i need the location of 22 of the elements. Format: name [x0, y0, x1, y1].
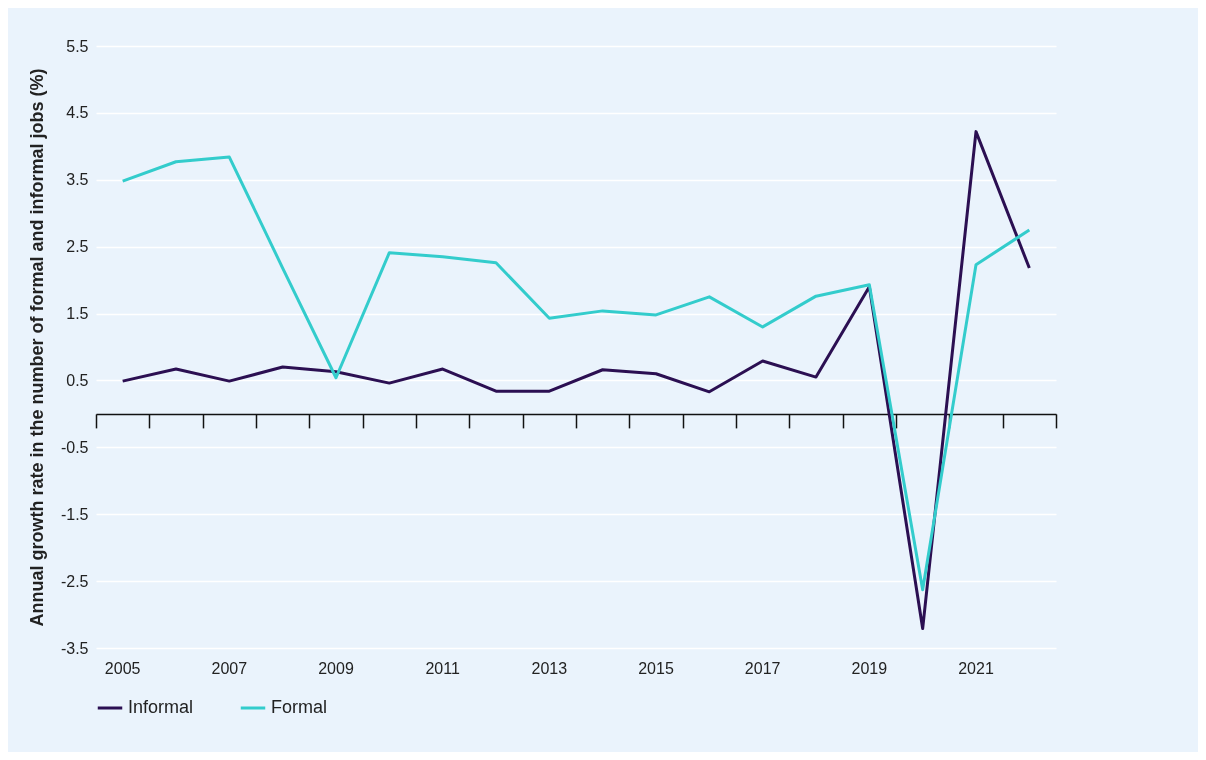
legend-label: Formal: [271, 697, 328, 717]
y-tick-label: 5.5: [66, 37, 89, 55]
legend-label: Informal: [128, 697, 194, 717]
x-tick-label: 2019: [851, 659, 888, 677]
y-tick-label: -2.5: [60, 572, 89, 590]
y-tick-label: 3.5: [66, 171, 89, 189]
y-tick-label: -1.5: [60, 505, 89, 523]
y-tick-label: -0.5: [60, 438, 89, 456]
y-tick-label: 2.5: [66, 238, 89, 256]
y-tick-label: 4.5: [66, 104, 89, 122]
x-tick-label: 2013: [531, 659, 568, 677]
y-tick-label: 1.5: [66, 305, 89, 323]
x-tick-label: 2007: [211, 659, 248, 677]
x-tick-label: 2011: [425, 659, 460, 677]
x-tick-label: 2017: [744, 659, 781, 677]
x-tick-label: 2009: [318, 659, 354, 677]
y-axis-title: Annual growth rate in the number of formal and informal jobs (%): [26, 68, 47, 627]
x-tick-label: 2021: [958, 659, 994, 677]
y-tick-label: -3.5: [60, 639, 89, 657]
x-tick-label: 2005: [104, 659, 141, 677]
x-tick-label: 2015: [638, 659, 674, 677]
y-tick-label: 0.5: [66, 371, 89, 389]
